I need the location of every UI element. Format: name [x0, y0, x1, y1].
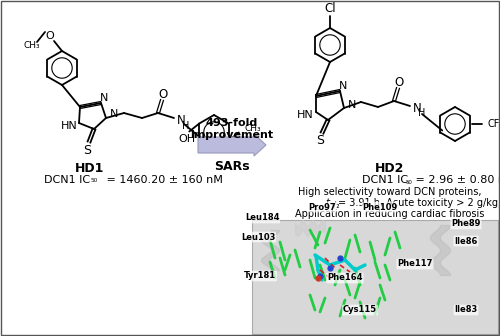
Text: HN: HN: [60, 121, 78, 131]
Text: Ile83: Ile83: [454, 305, 477, 314]
Text: Tyr181: Tyr181: [244, 271, 276, 281]
Text: O: O: [158, 87, 168, 100]
Text: Phe89: Phe89: [452, 219, 480, 228]
Text: SARs: SARs: [214, 161, 250, 173]
Text: N: N: [176, 115, 186, 127]
Text: HD2: HD2: [376, 162, 404, 174]
Text: H: H: [182, 121, 190, 131]
Text: OH: OH: [178, 134, 196, 144]
Text: CF₃: CF₃: [488, 119, 500, 129]
Text: S: S: [83, 143, 91, 157]
Text: 493-fold: 493-fold: [206, 118, 258, 128]
Text: HD1: HD1: [76, 162, 104, 174]
Text: Leu184: Leu184: [245, 213, 279, 222]
Text: t: t: [325, 198, 329, 208]
Text: Cys115: Cys115: [343, 305, 377, 314]
Text: CH₃: CH₃: [244, 124, 262, 133]
Text: CH₃: CH₃: [24, 42, 40, 50]
Text: S: S: [316, 134, 324, 148]
Text: Cl: Cl: [324, 1, 336, 14]
FancyArrow shape: [198, 134, 266, 156]
Text: N: N: [348, 100, 356, 110]
Text: ₁/₂: ₁/₂: [330, 201, 340, 210]
FancyBboxPatch shape: [252, 220, 498, 334]
Text: H: H: [418, 108, 426, 118]
Text: improvement: improvement: [190, 130, 274, 140]
Text: DCN1 IC: DCN1 IC: [362, 175, 408, 185]
Text: Application in reducing cardiac fibrosis: Application in reducing cardiac fibrosis: [296, 209, 484, 219]
Text: HN: HN: [296, 110, 314, 120]
Text: N: N: [110, 109, 118, 119]
Text: = 2.96 ± 0.80 nM: = 2.96 ± 0.80 nM: [412, 175, 500, 185]
Text: Leu103: Leu103: [241, 233, 275, 242]
Text: ₅₀: ₅₀: [406, 176, 413, 185]
Text: O: O: [394, 76, 404, 88]
Text: O: O: [46, 31, 54, 41]
Text: Phe109: Phe109: [362, 203, 398, 211]
Text: High selectivity toward DCN proteins,: High selectivity toward DCN proteins,: [298, 187, 482, 197]
Text: Phe164: Phe164: [327, 274, 363, 283]
Text: DCN1 IC: DCN1 IC: [44, 175, 90, 185]
Text: N: N: [339, 81, 347, 91]
Text: Ile86: Ile86: [454, 237, 477, 246]
Text: Phe117: Phe117: [398, 259, 432, 268]
Text: Pro97: Pro97: [308, 203, 336, 211]
Text: ₅₀: ₅₀: [91, 175, 98, 184]
Text: N: N: [100, 93, 108, 103]
Text: = 1460.20 ± 160 nM: = 1460.20 ± 160 nM: [103, 175, 223, 185]
Text: = 3.91 h, Acute toxicity > 2 g/kg,: = 3.91 h, Acute toxicity > 2 g/kg,: [338, 198, 500, 208]
Text: N: N: [412, 101, 422, 115]
